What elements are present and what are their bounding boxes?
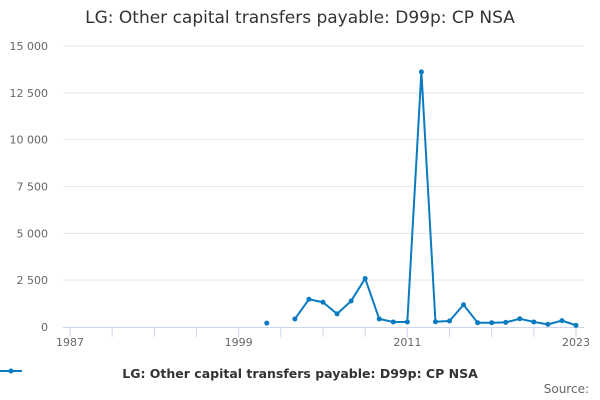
series-line [294,70,577,327]
data-point [531,319,537,325]
legend-label: LG: Other capital transfers payable: D99… [122,366,478,381]
y-tick-label: 0 [41,321,48,334]
data-point [559,318,565,324]
x-tick-label: 1987 [56,336,84,349]
legend-swatch [0,368,22,374]
data-point [573,322,579,328]
data-point [320,299,326,305]
data-point [348,298,354,304]
data-point [376,316,382,322]
y-tick-label: 7 500 [17,181,49,194]
data-point [362,275,368,281]
data-point [404,319,410,325]
source-label: Source: [543,382,589,396]
y-tick-label: 5 000 [17,227,49,240]
data-point [545,321,551,327]
data-point [503,319,509,325]
data-point [264,320,270,326]
y-tick-label: 15 000 [10,40,49,53]
x-tick-label: 2023 [562,336,590,349]
data-point [432,319,438,325]
y-tick-label: 10 000 [10,134,49,147]
legend[interactable]: LG: Other capital transfers payable: D99… [0,366,600,381]
y-tick-label: 2 500 [17,274,49,287]
data-point [447,318,452,324]
data-point [292,316,298,322]
data-point [418,69,424,75]
data-point [334,311,340,317]
data-point [475,320,481,326]
data-point [390,319,396,325]
data-point [489,320,495,326]
data-point [306,296,312,302]
x-tick-label: 2011 [393,336,421,349]
chart-title: LG: Other capital transfers payable: D99… [85,8,515,28]
data-point [517,316,523,322]
x-tick-label: 1999 [225,336,253,349]
y-tick-label: 12 500 [10,87,49,100]
data-point [461,302,467,308]
